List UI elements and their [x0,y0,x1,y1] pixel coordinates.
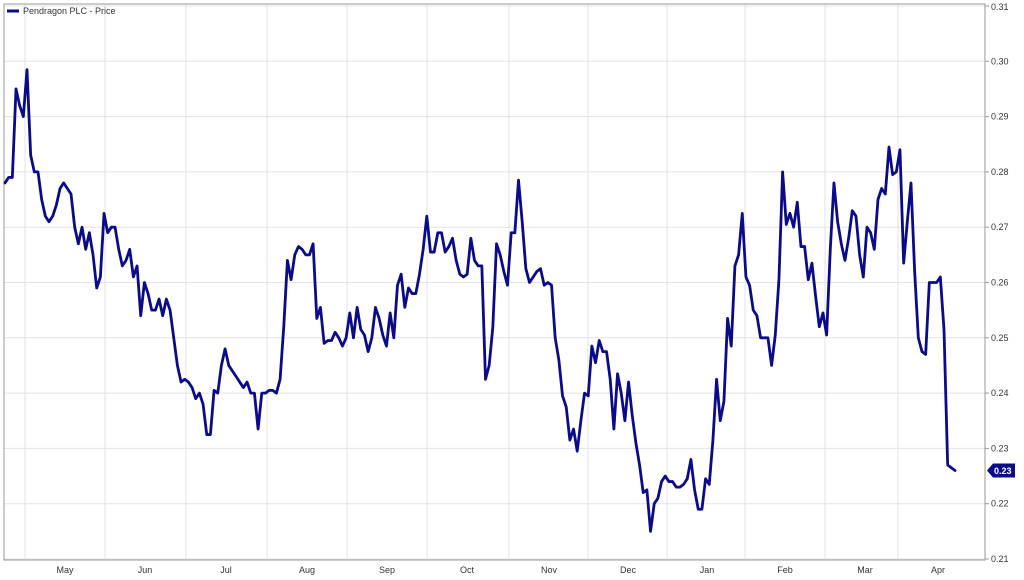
legend: Pendragon PLC - Price [7,6,116,16]
y-tick-label: 0.21 [991,554,1009,564]
x-tick-label: Aug [299,565,315,575]
y-tick-label: 0.29 [991,112,1009,122]
y-tick-label: 0.30 [991,56,1009,66]
x-tick-label: Dec [620,565,637,575]
x-tick-label: Mar [857,565,873,575]
y-tick-label: 0.27 [991,222,1009,232]
x-tick-label: Nov [541,565,558,575]
y-tick-label: 0.31 [991,2,1009,12]
y-tick-label: 0.25 [991,333,1009,343]
series-line-pendragon-price [3,68,957,533]
x-tick-label: Apr [931,565,945,575]
x-axis: May Jun Jul Aug Sep Oct Nov Dec Jan Feb Mar Apr [56,565,945,575]
last-value-tag-text: 0.23 [994,466,1012,476]
y-tick-label: 0.24 [991,388,1009,398]
y-tick-label: 0.26 [991,278,1009,288]
x-tick-label: Feb [777,565,793,575]
x-tick-label: May [56,565,74,575]
series-layer [3,68,957,533]
last-value-tag: 0.23 [987,463,1015,478]
x-tick-label: Sep [379,565,395,575]
x-tick-label: Jan [700,565,715,575]
x-tick-label: Jul [220,565,232,575]
x-tick-label: Jun [138,565,153,575]
y-axis: 0.21 0.22 0.23 0.24 0.25 0.26 0.27 0.28 0.29 0.30… [985,2,1009,564]
legend-label: Pendragon PLC - Price [23,6,116,16]
y-tick-label: 0.28 [991,167,1009,177]
last-value-tag-bg [987,463,1015,478]
y-tick-label: 0.22 [991,499,1009,509]
x-tick-label: Oct [460,565,475,575]
y-tick-label: 0.23 [991,443,1009,453]
